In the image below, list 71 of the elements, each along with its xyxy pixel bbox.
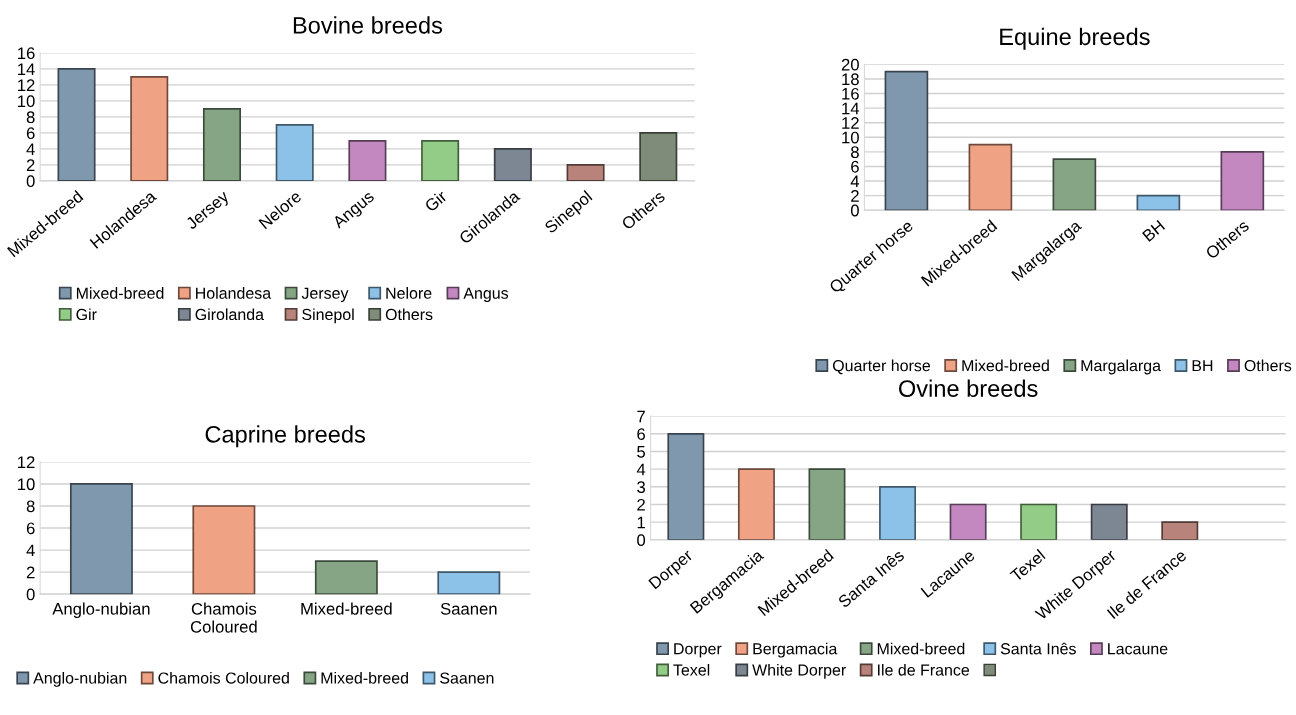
y-tick-label: 10 xyxy=(18,478,35,491)
y-tick-label: 5 xyxy=(637,446,646,458)
y-tick-label: 4 xyxy=(850,175,860,188)
y-tick-label: 4 xyxy=(636,463,646,476)
legend-label: Chamois Coloured xyxy=(158,671,289,684)
y-tick-label: 0 xyxy=(637,534,646,547)
legend-label: Girolanda xyxy=(195,308,264,321)
y-tick-label: 1 xyxy=(637,516,645,529)
y-tick-label: 0 xyxy=(26,588,35,601)
y-tick-label: 2 xyxy=(637,498,645,511)
y-tick-label: 2 xyxy=(851,190,859,202)
legend-label: Gir xyxy=(76,308,97,321)
x-tick-label: Gir xyxy=(423,189,448,213)
y-tick-label: 18 xyxy=(842,73,859,86)
y-tick-label: 10 xyxy=(18,95,35,108)
y-tick-label: 0 xyxy=(850,204,859,217)
legend-label: Mixed-breed xyxy=(962,359,1049,372)
legend-label: Holandesa xyxy=(196,287,272,299)
legend-label: Lacaune xyxy=(1108,643,1168,655)
legend-label: Others xyxy=(1244,359,1292,372)
legend-label: Others xyxy=(385,308,433,321)
chart-title: Bovine breeds xyxy=(293,16,443,34)
x-tick-label: BH xyxy=(1142,219,1166,242)
legend-label: Saanen xyxy=(440,672,494,684)
legend-label: Mixed-breed xyxy=(321,671,408,684)
y-tick-label: 4 xyxy=(26,544,35,557)
chart-title: Equine breeds xyxy=(1000,27,1150,50)
legend-label: Dorper xyxy=(674,643,722,658)
legend-label: Mixed-breed xyxy=(877,642,965,655)
y-tick-label: 14 xyxy=(842,102,860,115)
legend-label: White Dorper xyxy=(752,663,846,679)
legend-label: Texel xyxy=(673,663,710,676)
legend-label: Santa Inês xyxy=(1000,642,1076,655)
legend-label: Anglo-nubian xyxy=(33,671,127,687)
y-tick-label: 12 xyxy=(18,79,35,91)
y-tick-label: 16 xyxy=(842,87,859,100)
legend-label: Jersey xyxy=(301,287,349,302)
y-tick-label: 16 xyxy=(18,47,35,60)
legend-label: Quarter horse xyxy=(832,359,931,375)
y-tick-label: 10 xyxy=(842,131,859,144)
chart-title: Caprine breeds xyxy=(205,425,365,448)
y-tick-label: 12 xyxy=(842,117,859,129)
x-tick-label: Saanen xyxy=(440,602,497,615)
y-tick-label: 8 xyxy=(26,111,35,124)
y-tick-label: 8 xyxy=(851,146,859,159)
y-tick-label: 4 xyxy=(26,143,35,155)
y-tick-label: 2 xyxy=(26,159,35,171)
legend-label: Angus xyxy=(463,287,509,302)
y-tick-label: 3 xyxy=(637,481,645,494)
x-tick-label: Anglo-nubian xyxy=(52,602,150,619)
legend-label: Bergamacia xyxy=(753,642,838,658)
y-tick-label: 6 xyxy=(26,522,35,535)
y-tick-label: 8 xyxy=(26,500,35,513)
chart-title: Ovine breeds xyxy=(899,379,1038,397)
legend-label: Margalarga xyxy=(1081,359,1161,375)
y-tick-label: 2 xyxy=(26,566,35,579)
legend-label: BH xyxy=(1192,360,1213,372)
y-tick-label: 14 xyxy=(18,63,35,75)
x-tick-label: Chamois Coloured xyxy=(190,602,257,633)
legend-label: Nelore xyxy=(386,287,432,299)
legend-label: Ile de France xyxy=(878,663,970,676)
legend-label: Sinepol xyxy=(302,308,354,324)
legend-label: Mixed-breed xyxy=(76,287,164,299)
y-tick-label: 12 xyxy=(18,456,35,468)
y-tick-label: 6 xyxy=(26,127,35,140)
x-tick-label: Mixed-breed xyxy=(301,602,392,615)
y-tick-label: 7 xyxy=(637,410,645,423)
y-tick-label: 0 xyxy=(26,175,35,188)
y-tick-label: 6 xyxy=(851,160,859,173)
y-tick-label: 6 xyxy=(637,428,645,440)
y-tick-label: 20 xyxy=(841,58,859,71)
